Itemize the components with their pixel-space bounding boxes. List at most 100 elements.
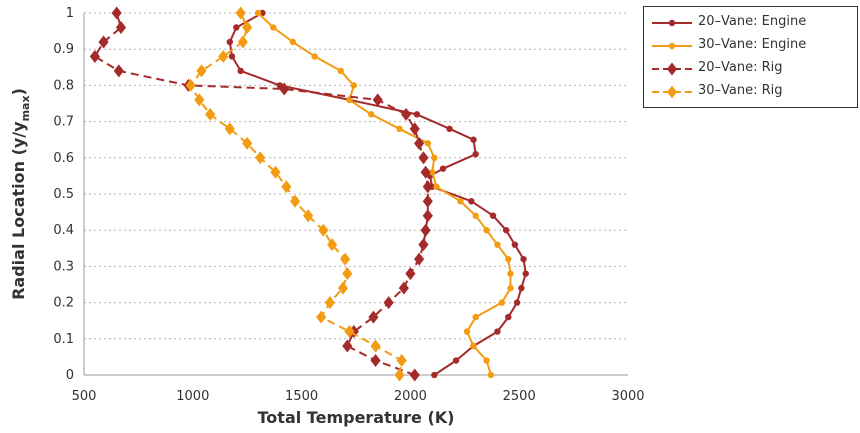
legend-swatch-20-vane-engine xyxy=(652,19,692,27)
series-20-vane-engine xyxy=(226,9,529,379)
data-point xyxy=(368,310,379,324)
data-point xyxy=(233,24,240,31)
data-point xyxy=(511,241,519,248)
data-point xyxy=(396,125,403,133)
data-point xyxy=(483,357,490,364)
legend-item-20-vane-rig: 20–Vane: Rig xyxy=(644,58,857,80)
data-point xyxy=(487,371,495,379)
data-point xyxy=(344,325,355,339)
x-tick-label: 2500 xyxy=(503,389,536,404)
legend-marker xyxy=(666,85,678,99)
data-point xyxy=(494,328,501,335)
data-point xyxy=(255,151,266,165)
legend-label-20-vane-engine: 20–Vane: Engine xyxy=(698,14,807,29)
data-point xyxy=(368,111,375,118)
legend-swatch-30-vane-engine xyxy=(652,42,692,50)
y-axis-title: Radial Location (y/ymax) xyxy=(9,88,32,300)
series-30-vane-engine xyxy=(254,9,514,379)
axes xyxy=(83,13,628,376)
data-point xyxy=(281,180,292,194)
data-point xyxy=(424,140,432,147)
data-point xyxy=(522,270,529,277)
data-point xyxy=(468,198,475,205)
legend-item-30-vane-rig: 30–Vane: Rig xyxy=(644,81,857,103)
data-point xyxy=(414,136,425,150)
y-axis-title-close: ) xyxy=(9,88,28,95)
data-point xyxy=(505,313,512,321)
data-point xyxy=(422,180,433,194)
data-point xyxy=(342,267,353,281)
legend-swatch-30-vane-rig xyxy=(652,85,692,99)
data-point xyxy=(290,194,301,208)
data-point xyxy=(463,328,471,335)
data-point xyxy=(98,35,109,49)
data-point xyxy=(370,339,381,353)
data-point xyxy=(224,122,235,136)
data-point xyxy=(254,9,262,17)
data-point xyxy=(422,194,433,208)
data-point xyxy=(418,151,429,165)
data-point xyxy=(372,93,383,107)
data-point xyxy=(470,136,477,143)
series xyxy=(89,6,529,382)
data-point xyxy=(472,212,479,219)
y-tick-label: 1 xyxy=(66,6,74,21)
data-point xyxy=(337,281,349,295)
x-tick-labels: 500 1000 1500 2000 2500 3000 xyxy=(72,389,645,404)
data-point xyxy=(270,165,281,179)
data-point xyxy=(340,252,351,266)
legend-swatch-20-vane-rig xyxy=(652,62,692,76)
data-point xyxy=(431,371,438,379)
data-point xyxy=(289,38,297,46)
data-point xyxy=(507,284,514,292)
data-point xyxy=(237,67,244,75)
data-point xyxy=(396,354,407,368)
x-tick-label: 2000 xyxy=(394,389,427,404)
data-point xyxy=(270,24,277,31)
y-tick-label: 0.1 xyxy=(53,332,74,347)
data-point xyxy=(518,284,525,292)
data-point xyxy=(194,93,205,107)
y-tick-label: 0.3 xyxy=(53,259,74,274)
x-tick-label: 500 xyxy=(72,389,97,404)
data-point xyxy=(111,6,122,20)
data-point xyxy=(420,165,431,179)
data-point xyxy=(483,227,490,234)
data-point xyxy=(452,357,460,364)
data-point xyxy=(242,20,253,34)
data-point xyxy=(431,154,438,161)
data-point xyxy=(346,96,353,104)
x-tick-label: 1500 xyxy=(285,389,318,404)
data-point xyxy=(520,255,527,263)
data-point xyxy=(420,223,431,237)
data-point xyxy=(350,82,358,89)
x-tick-label: 3000 xyxy=(611,389,644,404)
legend-marker xyxy=(668,19,676,27)
data-point xyxy=(422,209,433,223)
data-point xyxy=(398,281,409,295)
data-point xyxy=(226,38,233,46)
data-point xyxy=(318,223,329,237)
y-tick-label: 0.2 xyxy=(53,296,74,311)
data-point xyxy=(498,299,505,306)
data-point xyxy=(409,122,420,136)
legend-label-30-vane-rig: 30–Vane: Rig xyxy=(698,83,783,98)
y-tick-label: 0.6 xyxy=(53,151,74,166)
y-tick-labels: 0 0.1 0.2 0.3 0.4 0.5 0.6 0.7 0.8 0.9 1 xyxy=(53,6,74,383)
data-point xyxy=(409,368,420,382)
y-tick-label: 0.4 xyxy=(53,223,74,238)
series-30-vane-rig xyxy=(185,6,407,382)
data-point xyxy=(507,270,514,277)
data-point xyxy=(405,267,416,281)
x-tick-label: 1000 xyxy=(176,389,209,404)
data-point xyxy=(303,209,314,223)
data-point xyxy=(439,165,447,172)
data-point xyxy=(418,238,429,252)
series-line-30-vane-engine xyxy=(257,12,512,376)
data-point xyxy=(337,67,344,75)
legend-marker xyxy=(666,62,678,76)
legend: 20–Vane: Engine 30–Vane: Engine 20–Vane:… xyxy=(643,6,858,108)
legend-item-20-vane-engine: 20–Vane: Engine xyxy=(644,12,857,34)
x-axis-title: Total Temperature (K) xyxy=(258,408,455,427)
y-tick-label: 0 xyxy=(66,368,74,383)
